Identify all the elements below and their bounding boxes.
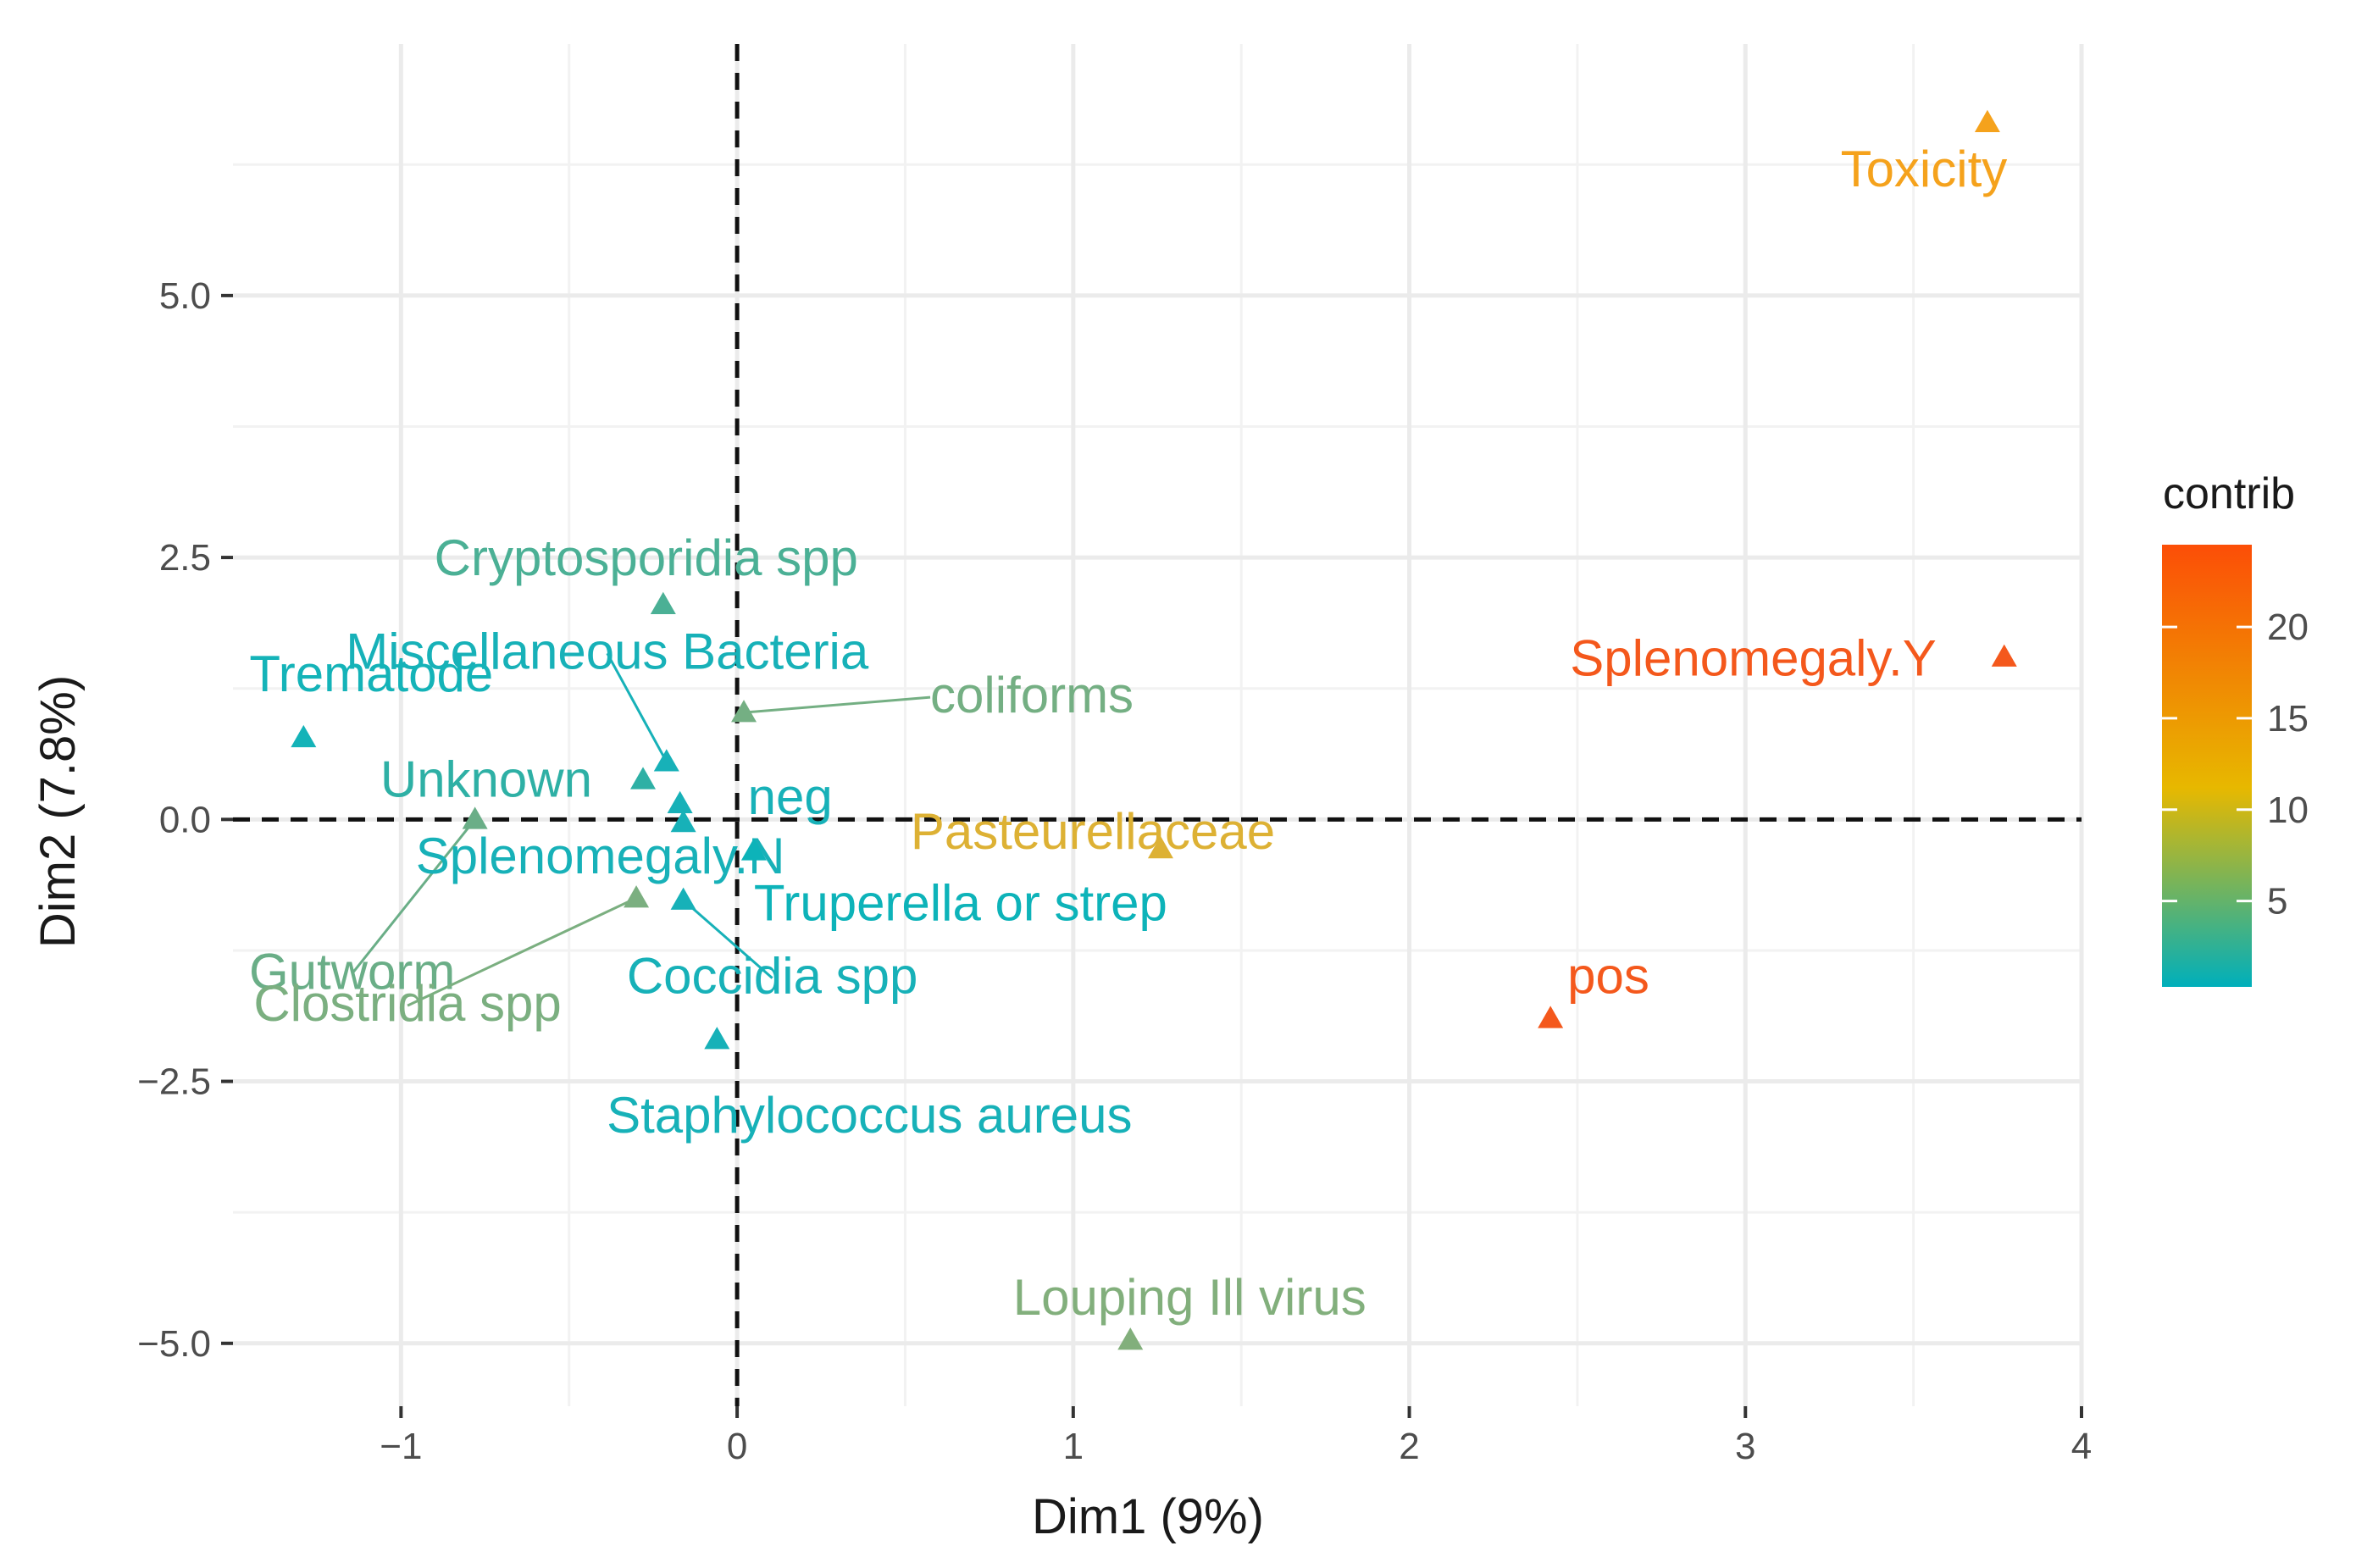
x-tick-label: 3: [1735, 1426, 1755, 1467]
point-label: Unknown: [380, 751, 592, 807]
data-points: Toxicity Splenomegaly.Y pos Pasteurellaceae…: [249, 109, 2017, 1350]
point-label: Clostridia spp: [253, 975, 562, 1032]
point-marker: [650, 591, 676, 615]
point-marker: [1538, 1006, 1564, 1028]
label-connector: [743, 695, 931, 714]
point-marker: [704, 1027, 730, 1050]
reference-lines: [233, 44, 2082, 1406]
point-label: neg: [748, 768, 833, 825]
point-marker: [462, 806, 488, 829]
y-tick-label: −2.5: [137, 1061, 211, 1103]
axes: −1 0 1 2 3 4 −5.0 −2.5 0.0 2.5 5.0: [137, 275, 2092, 1467]
y-axis-title: Dim2 (7.8%): [30, 675, 86, 948]
legend-tick-label: 15: [2267, 698, 2309, 740]
point-label: Louping Ill virus: [1013, 1269, 1366, 1326]
point-label: pos: [1567, 947, 1649, 1004]
y-tick-label: 0.0: [159, 799, 211, 840]
point-label: Cryptosporidia spp: [435, 529, 858, 586]
point-label: Toxicity: [1841, 141, 2008, 197]
point-label: Splenomegaly.Y: [1570, 630, 1936, 687]
x-axis-title: Dim1 (9%): [1032, 1489, 1264, 1544]
point-marker: [670, 887, 696, 910]
point-label: Staphylococcus aureus: [607, 1087, 1132, 1144]
legend-tick-label: 10: [2267, 790, 2309, 831]
x-tick-label: 2: [1399, 1426, 1419, 1467]
point-marker: [630, 767, 657, 790]
label-connector: [606, 652, 668, 763]
point-marker: [731, 700, 757, 723]
point-marker: [1147, 835, 1173, 859]
point-marker: [624, 885, 650, 908]
x-tick-label: 0: [727, 1426, 747, 1467]
point-label: Coccidia spp: [627, 948, 918, 1005]
point-marker: [670, 810, 696, 833]
x-tick-label: 4: [2071, 1426, 2092, 1467]
point-label: Splenomegaly.N: [416, 828, 785, 884]
contrib-legend: contrib 5 10 15 20: [2162, 469, 2309, 987]
legend-title: contrib: [2163, 469, 2295, 518]
point-marker: [291, 724, 317, 748]
x-tick-label: 1: [1063, 1426, 1084, 1467]
label-connector: [351, 818, 476, 975]
point-marker: [1991, 644, 2017, 667]
point-label: Miscellaneous Bacteria: [346, 623, 869, 679]
point-marker: [1117, 1327, 1144, 1350]
point-marker: [653, 749, 679, 772]
label-connector: [407, 896, 637, 1007]
legend-tick-label: 5: [2267, 881, 2287, 923]
y-tick-label: 2.5: [159, 537, 211, 579]
grid: [233, 44, 2084, 1406]
point-marker: [1974, 109, 2000, 133]
point-label: Gutworm: [249, 943, 455, 1000]
point-marker: [740, 838, 767, 861]
point-label: Pasteurellaceae: [911, 803, 1275, 860]
y-tick-label: 5.0: [159, 275, 211, 317]
y-tick-label: −5.0: [137, 1323, 211, 1365]
point-label: Truperella or strep: [754, 874, 1167, 931]
label-connector: [682, 899, 773, 979]
point-label: Trematode: [249, 645, 493, 702]
point-label: coliforms: [930, 667, 1134, 723]
point-marker: [667, 790, 693, 814]
legend-colorbar: [2162, 545, 2252, 987]
x-tick-label: −1: [380, 1426, 422, 1467]
legend-tick-label: 20: [2267, 607, 2309, 648]
